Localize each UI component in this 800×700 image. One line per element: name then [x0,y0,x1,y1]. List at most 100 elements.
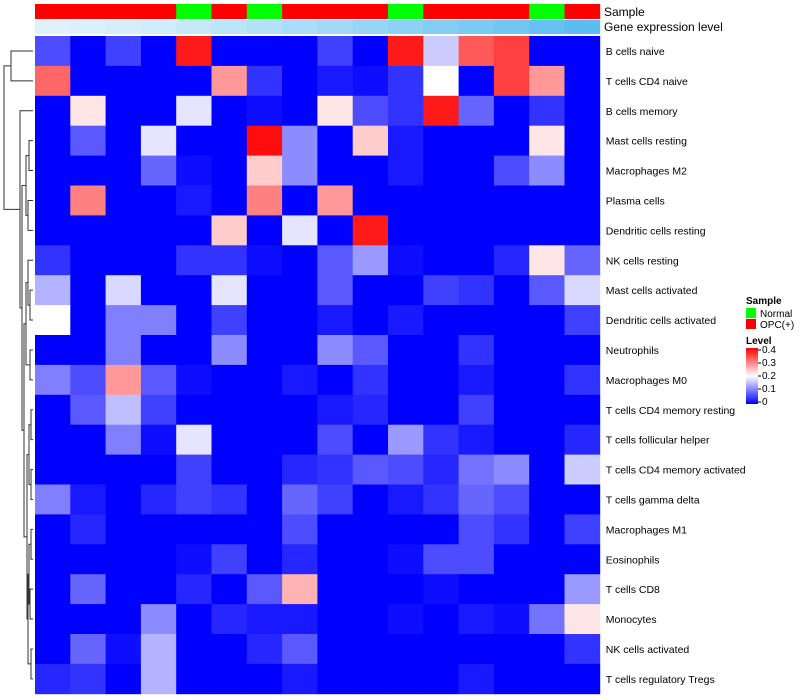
heatmap-cell [529,634,565,665]
heatmap-cell [317,125,354,156]
dendrogram-branch [3,65,20,210]
heatmap-cell [282,65,318,97]
heatmap-cell [176,634,212,665]
heatmap-cell [423,454,459,485]
heatmap-cell [105,514,142,545]
heatmap-cell [35,36,71,67]
legend-swatch-opc [746,319,756,329]
heatmap-cell [388,245,424,276]
heatmap-cell [176,215,212,246]
heatmap-cell [140,335,177,366]
heatmap-cell [140,514,177,545]
heatmap-cell [246,245,283,276]
heatmap-cell [388,634,424,665]
heatmap-cell [70,65,106,97]
row-label: T cells follicular helper [606,435,710,447]
heatmap-cell [458,155,495,186]
heatmap-cell [529,394,565,426]
heatmap-cell [105,634,142,665]
heatmap-cell [493,305,530,336]
heatmap-cell [70,305,106,336]
heatmap-cell [246,95,283,127]
heatmap-cell [282,245,318,276]
heatmap-cell [529,484,565,515]
heatmap-cell [176,394,212,426]
heatmap-cell [140,275,177,306]
sample-annotation-cell [176,4,212,19]
row-label: Monocytes [606,614,657,626]
heatmap-cell [352,544,389,575]
heatmap-cell [352,364,389,396]
expression-annotation-cell [140,20,177,34]
row-label: Mast cells activated [606,285,698,297]
heatmap-cell [564,245,601,276]
heatmap-cell [352,185,389,216]
sample-annotation-cell [352,4,389,19]
heatmap-cell [317,335,354,366]
dendrogram-branch [30,528,33,560]
heatmap-cell [246,275,283,306]
heatmap-cell [70,335,106,366]
heatmap-cell [35,65,71,97]
heatmap-cell [246,544,283,575]
heatmap-cell [282,305,318,336]
heatmap-cell [423,394,459,426]
heatmap-cell [176,484,212,515]
heatmap-cell [70,663,106,695]
heatmap-cell [35,245,71,276]
heatmap-cell [352,36,389,67]
heatmap-cell [176,185,212,216]
heatmap-cell [423,484,459,515]
heatmap-cell [282,574,318,605]
heatmap-cell [282,394,318,426]
heatmap-cell [105,125,142,156]
heatmap-cell [564,364,601,396]
sample-annotation-cell [35,4,71,19]
heatmap-cell [140,305,177,336]
heatmap-cell [105,394,142,426]
heatmap-cell [35,634,71,665]
heatmap-cell [317,454,354,485]
heatmap-cell [529,36,565,67]
heatmap-cell [388,484,424,515]
heatmap-cell [352,663,389,695]
heatmap-cell [388,335,424,366]
heatmap-cell [423,604,459,635]
heatmap-cell [529,604,565,635]
heatmap-cell [564,65,601,97]
heatmap-cell [70,275,106,306]
dendrogram-branch [29,588,33,620]
heatmap-cell [176,95,212,127]
heatmap-cell [317,394,354,426]
heatmap-cell [35,155,71,186]
legend-tick-label: 0 [762,397,768,408]
heatmap-cell [140,424,177,455]
heatmap-cell [105,155,142,186]
sample-annotation-cell [246,4,283,19]
heatmap-cell [352,574,389,605]
expression-annotation-cell [423,20,459,34]
heatmap-cell [282,125,318,156]
heatmap-cell [352,484,389,515]
sample-annotation-cell [493,4,530,19]
row-label: B cells memory [606,106,679,118]
heatmap-cell [105,544,142,575]
heatmap-cell [176,454,212,485]
heatmap-cell [493,65,530,97]
heatmap-cell [493,275,530,306]
heatmap-cell [211,394,248,426]
row-label: Macrophages M1 [606,524,687,536]
legend-color-bar [746,348,758,404]
heatmap-cell [246,335,283,366]
heatmap-cell [35,544,71,575]
heatmap-cell [388,514,424,545]
heatmap-cell [35,424,71,455]
heatmap-cell [105,305,142,336]
heatmap-cell [246,454,283,485]
heatmap-cell [352,514,389,545]
legend-sample-title: Sample [746,296,782,307]
heatmap-cell [493,125,530,156]
legend-tick-label: 0.3 [762,358,776,369]
row-label: T cells gamma delta [606,494,700,506]
heatmap-cell [493,95,530,127]
